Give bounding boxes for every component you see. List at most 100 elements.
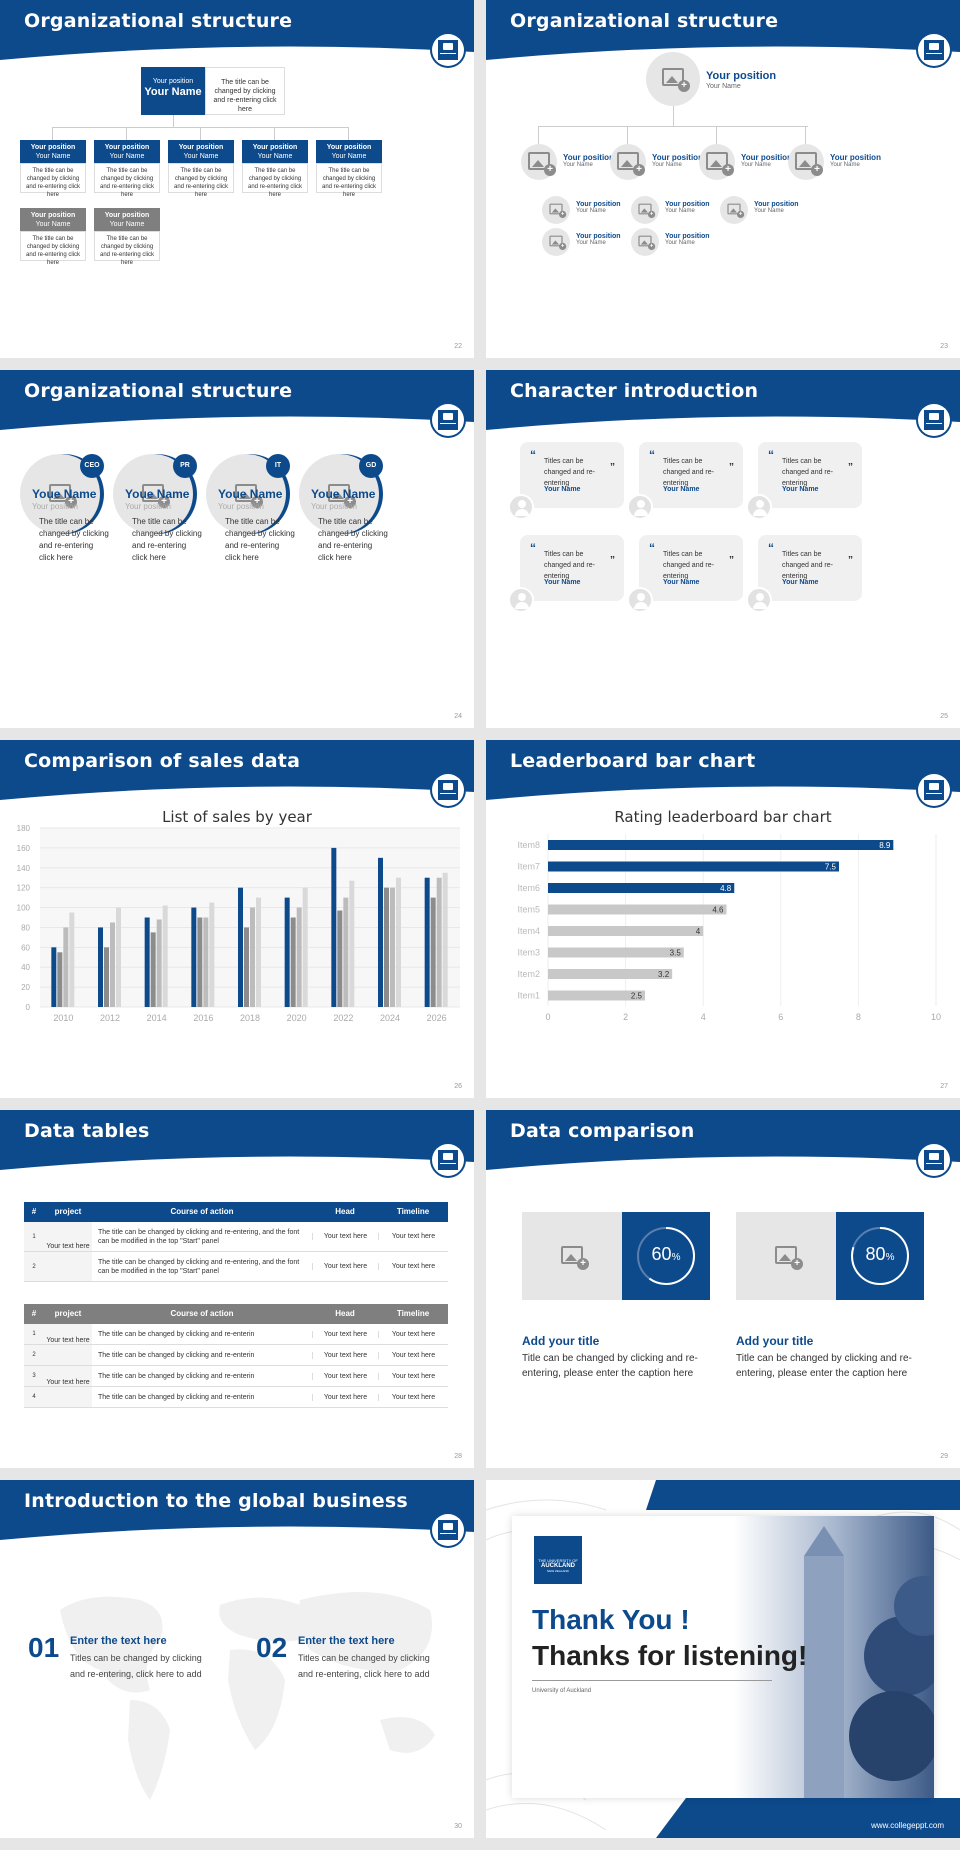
data-label: 2.5 (631, 992, 643, 1001)
org-node-desc: The title can be changed by clicking and… (242, 163, 308, 198)
data-table-1: # project Course of action Head Timeline 1 The… (24, 1202, 448, 1282)
role-badge: PR (173, 454, 197, 478)
slide-24[interactable]: Organizational structure 24 CEO Youe Name… (0, 370, 474, 728)
page-number: 27 (940, 1083, 948, 1090)
data-label: 4 (696, 927, 701, 936)
university-logo-icon (918, 774, 950, 806)
column-header: project (54, 1207, 82, 1216)
bar (256, 897, 261, 1007)
x-tick-label: 2024 (380, 1013, 400, 1023)
connector-line (173, 115, 174, 127)
thank-you-heading: Thank You ! (532, 1604, 690, 1635)
character-card: “ ” Titles can be changed and re-entering Y… (520, 535, 624, 601)
slide-25[interactable]: Character introduction 25 “ ” Titles can b… (486, 370, 960, 728)
person-desc: The title can be changed by clicking and… (39, 517, 109, 562)
y-tick-label: 40 (21, 963, 30, 972)
bar (144, 917, 150, 1007)
person-desc: The title can be changed by clicking and… (318, 517, 388, 562)
university-logo-icon (432, 34, 464, 66)
y-tick-label: Item7 (517, 862, 540, 872)
x-tick-label: 2016 (193, 1013, 213, 1023)
card-text: Titles can be changed and re-entering (663, 458, 714, 487)
person-name: Youe Name (32, 487, 97, 501)
position-label: Your position Your Name (576, 201, 621, 214)
image-placeholder-icon (727, 203, 745, 218)
person-position: Your position (125, 502, 171, 511)
connector-line (348, 127, 349, 140)
slide-22[interactable]: Organizational structure Your position Y… (0, 0, 474, 358)
table-row: 1 The title can be changed by clicking an… (24, 1324, 448, 1345)
page-number: 24 (454, 713, 462, 720)
table-row: 4 The title can be changed by clicking an… (24, 1387, 448, 1408)
position-label: Your position Your Name (576, 233, 621, 246)
card-name: Your Name (663, 579, 700, 586)
role-badge: CEO (80, 454, 104, 478)
university-logo-icon (432, 404, 464, 436)
connector-line (538, 126, 808, 127)
leaderboard-bar-chart: Rating leaderboard bar chart 0 2 4 6 8 10 Item8… (517, 808, 941, 1022)
slide-28[interactable]: Data tables # project Course of action Head… (0, 1110, 474, 1468)
connector-line (52, 127, 53, 140)
person-name: Youe Name (125, 487, 190, 501)
quote-close-icon: ” (729, 462, 734, 473)
card-text: Titles can be changed and re-entering (544, 551, 595, 580)
org-top-desc: The title can be changed by clicking and… (205, 67, 285, 115)
avatar (610, 144, 646, 180)
card-text: Titles can be changed and re-entering (544, 458, 595, 487)
y-tick-label: 100 (17, 904, 31, 913)
page-number: 29 (940, 1453, 948, 1460)
y-tick-label: 180 (17, 824, 31, 833)
quote-open-icon: “ (530, 541, 536, 555)
thanks-listening-heading: Thanks for listening! (532, 1640, 808, 1671)
clock-tower-photo (734, 1516, 934, 1798)
bar (302, 887, 308, 1007)
slide-title: Introduction to the global business (24, 1490, 408, 1512)
bar (197, 917, 203, 1007)
slide-23[interactable]: Organizational structure Your position Y… (486, 0, 960, 358)
page-number: 25 (940, 713, 948, 720)
avatar-icon (508, 587, 534, 613)
org-top-box: Your position Your Name (141, 67, 205, 115)
slide-29[interactable]: Data comparison 29 60% Add your title Titl… (486, 1110, 960, 1468)
x-tick-label: 2 (623, 1012, 628, 1022)
percentage-value: 60% (651, 1244, 681, 1264)
page-number: 30 (454, 1823, 462, 1830)
slide-title: Leaderboard bar chart (510, 750, 756, 772)
slide-title: Character introduction (510, 380, 759, 402)
data-label: 8.9 (879, 841, 891, 850)
slide-26[interactable]: Comparison of sales data List of sales b… (0, 740, 474, 1098)
character-card: “ ” Titles can be changed and re-entering Y… (639, 535, 743, 601)
slide-title: Data comparison (510, 1120, 695, 1142)
slide-27[interactable]: Leaderboard bar chart Rating leaderboard… (486, 740, 960, 1098)
bar (290, 917, 296, 1007)
website-url[interactable]: www.collegeppt.com (871, 1821, 944, 1830)
bar (424, 877, 430, 1007)
item-title: Add your title (736, 1334, 814, 1348)
bar (284, 897, 290, 1007)
bar (162, 905, 168, 1007)
column-header: Head (335, 1309, 355, 1318)
bar (244, 927, 249, 1007)
avatar (646, 52, 700, 106)
item-desc: Title can be changed by clicking and re-… (522, 1353, 698, 1379)
table-row: 2 The title can be changed by clicking an… (24, 1345, 448, 1366)
character-card: “ ” Titles can be changed and re-entering Y… (758, 442, 862, 508)
quote-open-icon: “ (768, 448, 774, 462)
slide-header: Character introduction (486, 370, 960, 430)
bar (548, 840, 894, 850)
slide-30[interactable]: Introduction to the global business 30 0… (0, 1480, 474, 1838)
x-tick-label: 2022 (333, 1013, 353, 1023)
quote-open-icon: “ (649, 448, 655, 462)
thank-you-card: THE UNIVERSITY OF AUCKLAND NEW ZEALAND T… (512, 1516, 934, 1798)
bar (548, 969, 673, 979)
slide-title: Organizational structure (510, 10, 779, 32)
image-placeholder-icon (795, 152, 823, 176)
avatar-icon (508, 494, 534, 520)
y-tick-label: Item8 (517, 840, 540, 850)
bar (104, 947, 109, 1007)
position-label: Your position Your Name (665, 201, 710, 214)
bar (296, 907, 302, 1007)
university-logo-icon (432, 1514, 464, 1546)
slide-31[interactable]: THE UNIVERSITY OF AUCKLAND NEW ZEALAND T… (486, 1480, 960, 1838)
bar (390, 887, 395, 1007)
